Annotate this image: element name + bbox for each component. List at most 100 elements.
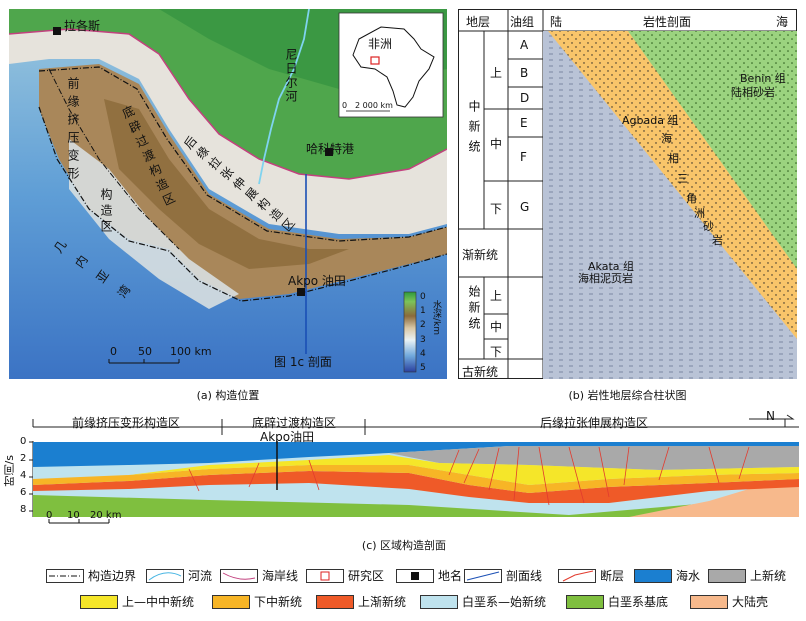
coastline [8, 28, 448, 180]
panel-a-map [8, 8, 448, 379]
depth-tick-2: 2 [420, 320, 426, 330]
zone-front-label-2: 构造区 [99, 188, 113, 236]
group-f: F [520, 150, 527, 164]
legend-pliocene: 上新统 [708, 567, 786, 584]
eocene-label: 始新统 [467, 285, 481, 333]
legend-continental-crust: 大陆壳 [690, 593, 768, 610]
miocene-upper: 上 [490, 66, 503, 80]
group-e: E [520, 116, 528, 130]
header-land: 陆 [550, 15, 563, 29]
agbada-char-6: 岩 [712, 234, 723, 247]
legend-place-label: 地名 [438, 569, 463, 583]
caption-a: (a) 构造位置 [196, 389, 260, 402]
study-swatch [306, 568, 344, 583]
legend-coast: 海岸线 [220, 567, 298, 584]
section-zone-mid: 底辟过渡构造区 [252, 416, 337, 430]
section-zone-front: 前缘挤压变形构造区 [72, 416, 181, 430]
depth-tick-1: 1 [420, 306, 426, 316]
upper-oligocene-swatch [316, 594, 354, 609]
place-label-harcourt: 哈科特港 [306, 142, 355, 156]
cretaceous-eocene-swatch [420, 594, 458, 609]
ytick-2: 2 [20, 453, 27, 464]
header-stratum: 地层 [466, 15, 491, 29]
legend-cretaceous-basement: 白垩系基底 [566, 593, 668, 610]
group-a: A [520, 38, 529, 52]
eocene-middle: 中 [490, 320, 503, 334]
agbada-char-3: 角 [686, 192, 697, 205]
depth-colorbar [403, 291, 417, 373]
continental-crust-swatch [690, 594, 728, 609]
caption-b: (b) 岩性地层综合柱状图 [568, 389, 687, 402]
miocene-label: 中新统 [467, 100, 481, 160]
depth-tick-5: 5 [420, 363, 426, 373]
agbada-char-5: 砂 [703, 220, 714, 233]
depth-tick-3: 3 [420, 335, 426, 345]
depth-unit-label: 水深/km [431, 300, 441, 336]
legend-place: 地名 [396, 567, 462, 584]
legend-cretaceous-eocene-label: 白垩系—始新统 [462, 595, 547, 609]
panel-c-section [9, 405, 799, 545]
legend-upper-middle-miocene-label: 上—中中新统 [122, 595, 195, 609]
pliocene-layer [389, 446, 799, 470]
oilfield-marker [297, 288, 305, 296]
place-label-lagos: 拉各斯 [64, 19, 101, 33]
legend-lower-miocene-label: 下中新统 [254, 595, 303, 609]
upper-oligocene-layer [33, 471, 799, 503]
legend-upper-middle-miocene: 上—中中新统 [80, 593, 194, 610]
ytick-6: 6 [20, 487, 27, 498]
legend-cretaceous-basement-label: 白垩系基底 [608, 595, 669, 609]
boundary-front [38, 106, 448, 302]
study-area-box [370, 56, 380, 65]
agbada-char-0: 海 [661, 132, 672, 145]
cretaceous-basement [33, 495, 799, 517]
header-profile: 岩性剖面 [643, 15, 692, 29]
section-scale-0: 0 [46, 510, 53, 521]
africa-outline [352, 26, 435, 108]
eocene-upper: 上 [490, 289, 503, 303]
ytick-8: 8 [20, 504, 27, 515]
scale-tick-50: 50 [138, 345, 152, 358]
legend-river: 河流 [146, 567, 212, 584]
section-ylabel: 时间/s [3, 455, 16, 487]
fault-swatch [558, 568, 596, 583]
miocene-lower: 下 [490, 202, 503, 216]
zone-front-label: 前缘挤压变形 [66, 77, 80, 185]
section-line-label: 图 1c 剖面 [274, 355, 332, 369]
legend-pliocene-label: 上新统 [750, 569, 787, 583]
place-swatch [396, 568, 434, 583]
paleocene-label: 古新统 [462, 365, 499, 379]
header-sea: 海 [776, 15, 789, 29]
legend-fault-label: 断层 [600, 569, 625, 583]
legend-section-label: 剖面线 [506, 569, 543, 583]
legend-boundary: 构造边界 [46, 567, 136, 584]
depth-tick-0: 0 [420, 292, 426, 302]
legend-upper-oligocene: 上渐新统 [316, 593, 406, 610]
oligocene-label: 渐新统 [462, 248, 499, 262]
depth-tick-4: 4 [420, 349, 426, 359]
scale-tick-100: 100 km [170, 345, 212, 358]
agbada-char-2: 三 [677, 172, 688, 185]
sea-swatch [634, 568, 672, 583]
legend-lower-miocene: 下中新统 [212, 593, 302, 610]
north-arrow-label: N [766, 409, 775, 423]
boundary-back [38, 66, 448, 242]
section-scale-20: 20 km [90, 510, 122, 521]
benin-label: Benin 组 [740, 72, 786, 85]
place-marker-harcourt [325, 148, 333, 156]
boundary-mid [48, 68, 180, 250]
oilfield-label: Akpo 油田 [288, 274, 346, 288]
coast-swatch [220, 568, 258, 583]
agbada-char-1: 相 [668, 152, 679, 165]
scale-tick-0: 0 [110, 345, 117, 358]
akata-label: Akata 组 [588, 260, 634, 273]
legend-sea: 海水 [634, 567, 700, 584]
legend-cretaceous-eocene: 白垩系—始新统 [420, 593, 546, 610]
sea-water [33, 442, 799, 467]
group-b: B [520, 66, 529, 80]
lower-miocene-swatch [212, 594, 250, 609]
caption-c: (c) 区域构造剖面 [361, 539, 447, 552]
group-g: G [520, 200, 530, 214]
miocene-middle: 中 [490, 137, 503, 151]
section-zone-back: 后缘拉张伸展构造区 [540, 416, 649, 430]
agbada-char-4: 洲 [694, 207, 705, 220]
